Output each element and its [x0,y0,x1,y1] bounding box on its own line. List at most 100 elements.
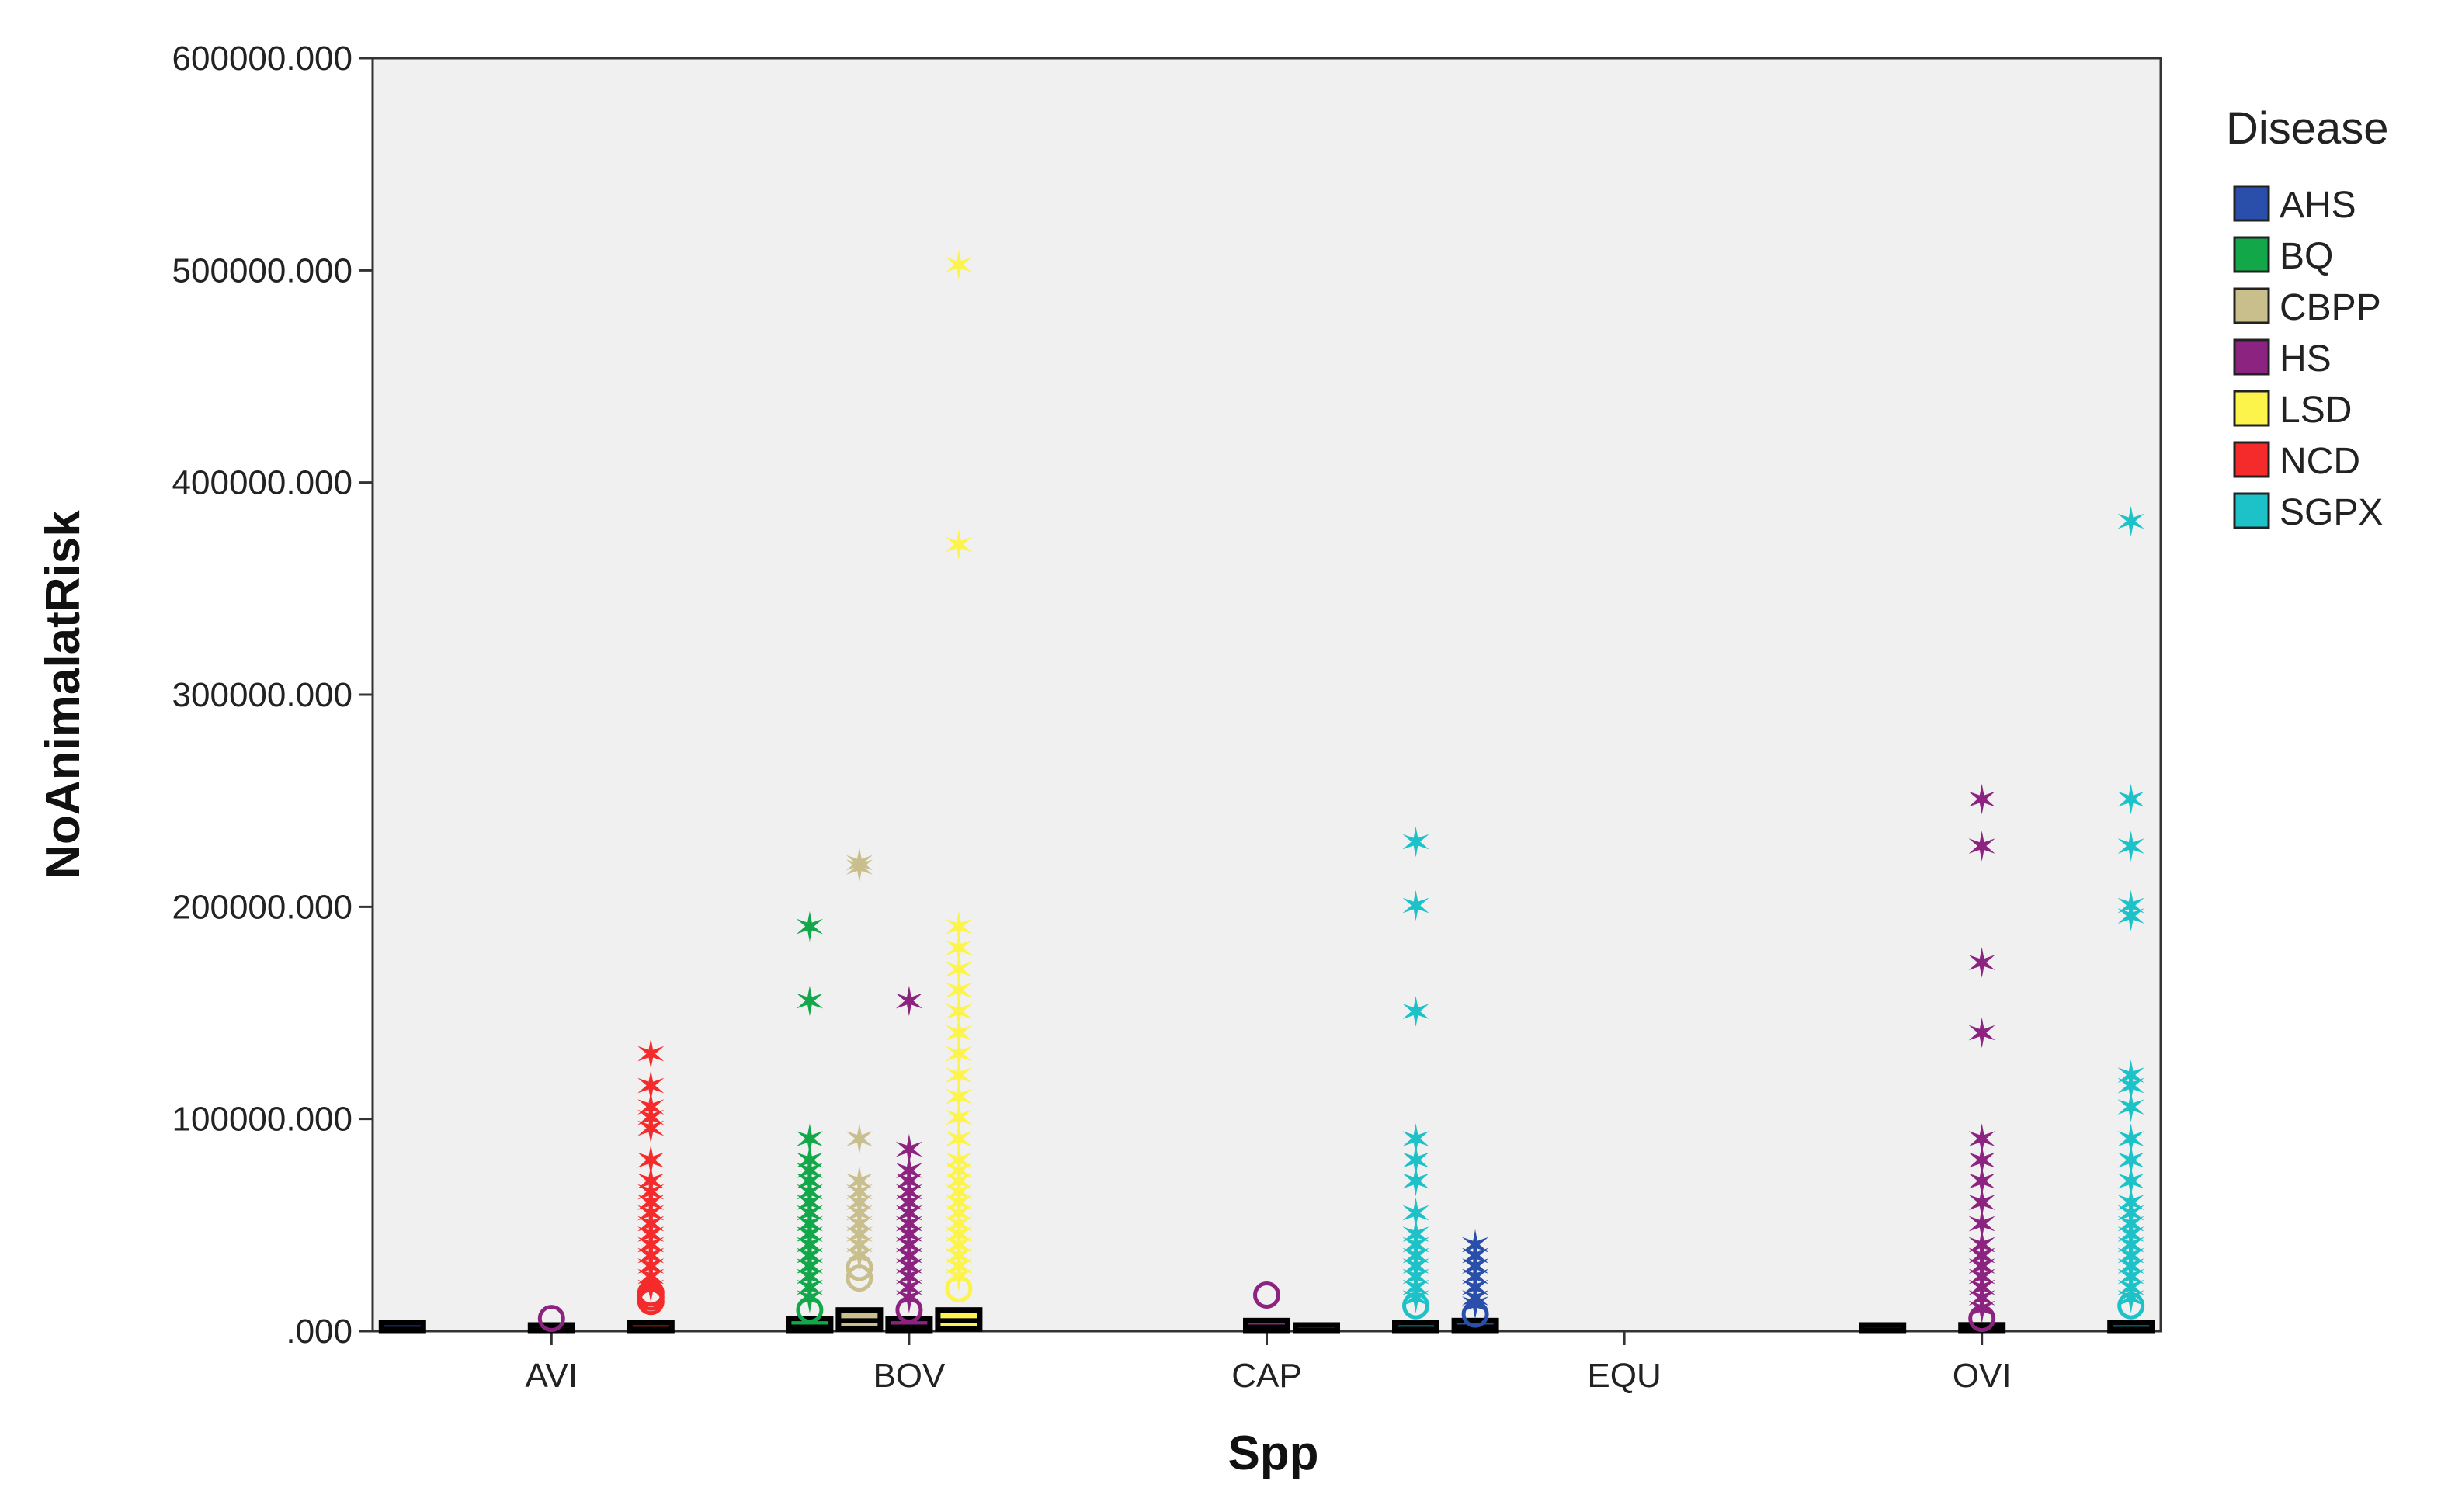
extreme-star: ✶ [2114,1064,2148,1111]
extreme-star: ✶ [793,1244,827,1291]
x-tick-label: CAP [1231,1357,1301,1395]
extreme-star: ✶ [793,1191,827,1238]
box-avi-ncd [627,1320,675,1334]
extreme-star: ✶ [842,1212,877,1259]
extreme-star: ✶ [634,1181,668,1227]
extreme-star: ✶ [842,1117,877,1163]
extreme-star: ✶ [1965,1181,1999,1227]
extreme-star: ✶ [2114,500,2148,546]
extreme-star: ✶ [1458,1282,1492,1329]
box-cap-sgpx [1392,1320,1439,1334]
extreme-star: ✶ [793,1170,827,1216]
extreme-star: ✶ [942,243,976,290]
extreme-star: ✶ [1458,1233,1492,1280]
legend-item-sgpx: SGPX [2233,492,2383,533]
extreme-star: ✶ [942,1117,976,1163]
y-tick-label: .000 [286,1313,352,1351]
extreme-star: ✶ [793,1233,827,1280]
extreme-star: ✶ [942,926,976,973]
extreme-star: ✶ [892,1191,926,1238]
extreme-star: ✶ [1458,1255,1492,1302]
legend-swatch [2233,492,2270,529]
outlier-circle [1402,1292,1429,1320]
extreme-star: ✶ [942,1160,976,1206]
extreme-star: ✶ [892,1149,926,1195]
extreme-star: ✶ [1965,1138,1999,1184]
legend-swatch [2233,185,2270,222]
extreme-star: ✶ [1399,1265,1433,1312]
extreme-star: ✶ [1965,1233,1999,1280]
outlier-circle [846,1264,873,1292]
extreme-star: ✶ [1965,1117,1999,1163]
legend-title: Disease [2226,103,2389,154]
extreme-star: ✶ [793,1160,827,1206]
extreme-star: ✶ [942,1255,976,1302]
extreme-star: ✶ [1965,1223,1999,1270]
extreme-star: ✶ [634,1106,668,1153]
box-bov-bq [786,1316,834,1334]
extreme-star: ✶ [634,1233,668,1280]
extreme-star: ✶ [793,1265,827,1312]
extreme-star: ✶ [1965,1202,1999,1248]
extreme-star: ✶ [793,1276,827,1323]
outlier-circle [637,1279,665,1307]
extreme-star: ✶ [634,1202,668,1248]
extreme-star: ✶ [2114,778,2148,824]
x-tick-label: OVI [1953,1357,2012,1395]
extreme-star: ✶ [2114,1233,2148,1280]
legend-swatch [2233,338,2270,376]
legend-label: HS [2280,338,2332,380]
extreme-star: ✶ [942,1149,976,1195]
legend-label: SGPX [2280,492,2383,533]
extreme-star: ✶ [942,1202,976,1248]
outlier-circle [895,1296,923,1324]
outlier-circle [846,1254,873,1281]
outlier-circle [796,1296,824,1324]
extreme-star: ✶ [942,1053,976,1100]
extreme-star: ✶ [793,1149,827,1195]
plot-area [371,57,2162,1333]
extreme-star: ✶ [842,1233,877,1280]
y-axis-title: NoAnimalatRisk [36,510,90,879]
legend-label: CBPP [2280,287,2381,328]
extreme-star: ✶ [634,1255,668,1302]
extreme-star: ✶ [793,1138,827,1184]
outlier-points-layer: ✶✶✶✶✶✶✶✶✶✶✶✶✶✶✶✶✶✶✶✶✶✶✶✶✶✶✶✶✶✶✶✶✶✶✶✶✶✶✶✶… [537,243,2148,1333]
extreme-star: ✶ [842,1170,877,1216]
extreme-star: ✶ [942,1096,976,1143]
legend-swatch [2233,287,2270,324]
extreme-star: ✶ [634,1096,668,1143]
extreme-star: ✶ [793,1255,827,1302]
legend-item-lsd: LSD [2233,390,2352,431]
extreme-star: ✶ [793,1202,827,1248]
extreme-star: ✶ [842,1181,877,1227]
extreme-star: ✶ [634,1265,668,1312]
y-tick-label: 100000.000 [172,1101,352,1139]
outlier-circle [1968,1305,1996,1333]
extreme-star: ✶ [892,1202,926,1248]
extreme-star: ✶ [892,1233,926,1280]
extreme-star: ✶ [1458,1223,1492,1270]
extreme-star: ✶ [892,1181,926,1227]
extreme-star: ✶ [2114,894,2148,941]
extreme-star: ✶ [942,1138,976,1184]
legend-label: AHS [2280,185,2356,226]
extreme-star: ✶ [1399,820,1433,866]
y-tick-label: 400000.000 [172,464,352,502]
extreme-star: ✶ [1399,1160,1433,1206]
extreme-star: ✶ [892,1223,926,1270]
legend-item-bq: BQ [2233,236,2333,277]
x-axis-title: Spp [1227,1427,1318,1480]
extreme-star: ✶ [892,979,926,1025]
legend-item-cbpp: CBPP [2233,287,2381,328]
extreme-star: ✶ [892,1244,926,1291]
extreme-star: ✶ [2114,883,2148,930]
extreme-star: ✶ [892,1255,926,1302]
y-tick-label: 200000.000 [172,888,352,926]
extreme-star: ✶ [892,1276,926,1323]
extreme-star: ✶ [634,1160,668,1206]
box-bov-hs [885,1316,933,1334]
legend-swatch [2233,236,2270,273]
extreme-star: ✶ [2114,1244,2148,1291]
